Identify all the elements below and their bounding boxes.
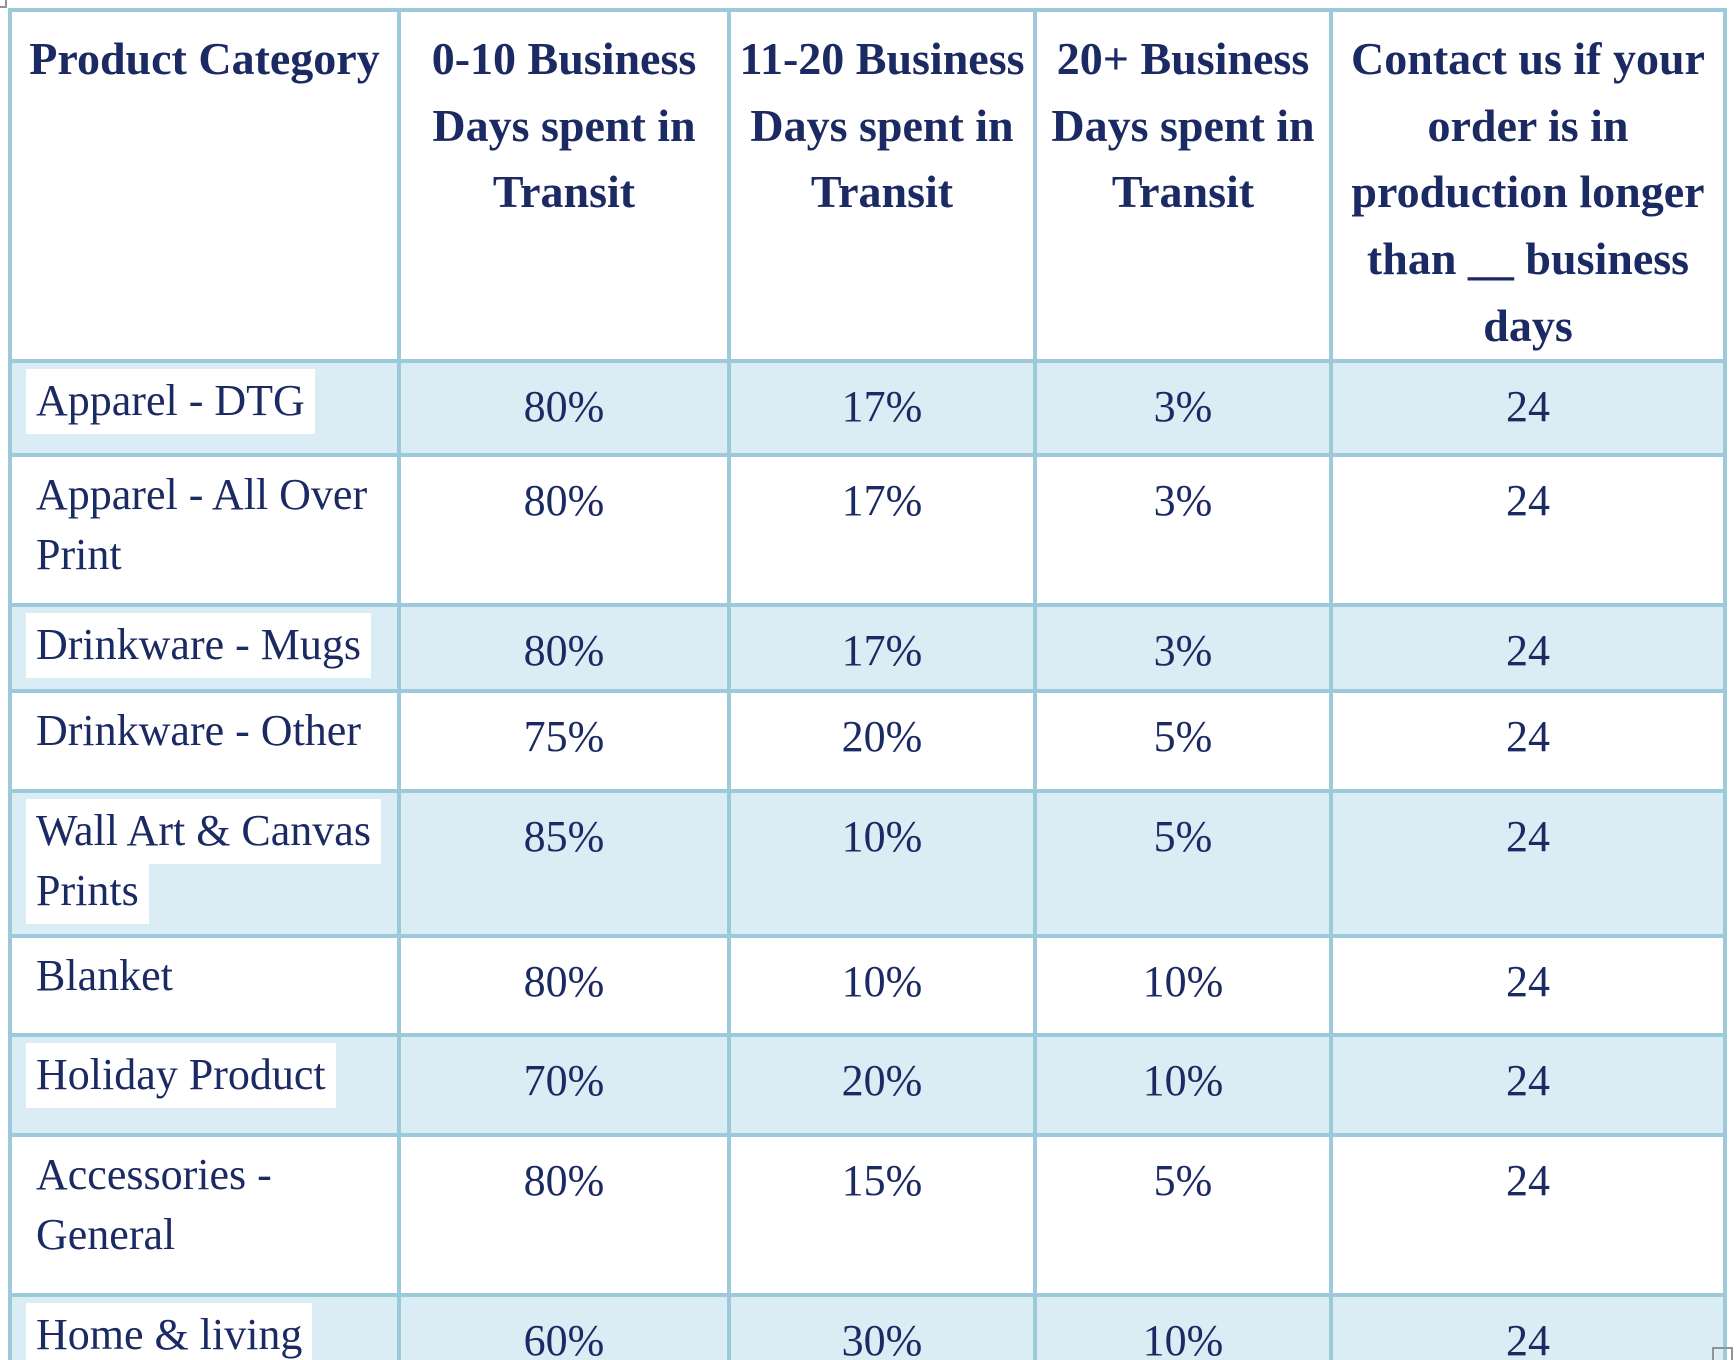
category-cell: Accessories - General [8,1133,401,1298]
table-body: Apparel - DTG 80% 17% 3% 24 Apparel - All Ove… [8,359,1727,1360]
resize-handle-bottom-right[interactable] [1712,1347,1733,1360]
percentage-cell: 80% [397,359,731,458]
percentage-cell: 10% [1033,1033,1333,1138]
table-row: Apparel - DTG 80% 17% 3% 24 [8,359,1727,458]
percentage-cell: 10% [1033,1293,1333,1360]
percentage-cell: 3% [1033,603,1333,694]
header-transit-20-plus: 20+ Business Days spent in Transit [1033,7,1333,364]
percentage-cell: 3% [1033,359,1333,458]
percentage-cell: 17% [727,603,1037,694]
contact-days-cell: 24 [1329,1293,1727,1360]
contact-days-cell: 24 [1329,934,1727,1038]
table-row: Holiday Product 70% 20% 10% 24 [8,1033,1727,1138]
percentage-cell: 80% [397,603,731,694]
contact-days-cell: 24 [1329,453,1727,608]
percentage-cell: 80% [397,934,731,1038]
table-row: Home & living 60% 30% 10% 24 [8,1293,1727,1360]
percentage-cell: 5% [1033,789,1333,939]
table-row: Apparel - All Over Print 80% 17% 3% 24 [8,453,1727,608]
percentage-cell: 80% [397,1133,731,1298]
percentage-cell: 5% [1033,689,1333,794]
contact-days-cell: 24 [1329,603,1727,694]
percentage-cell: 5% [1033,1133,1333,1298]
percentage-cell: 17% [727,453,1037,608]
contact-days-cell: 24 [1329,689,1727,794]
header-product-category: Product Category [8,7,401,364]
percentage-cell: 30% [727,1293,1037,1360]
percentage-cell: 10% [1033,934,1333,1038]
percentage-cell: 3% [1033,453,1333,608]
contact-days-cell: 24 [1329,1133,1727,1298]
table-row: Blanket 80% 10% 10% 24 [8,934,1727,1038]
category-label: Blanket [36,951,173,1001]
category-cell: Wall Art & Canvas Prints [8,789,401,939]
category-cell: Holiday Product [8,1033,401,1138]
category-label: Apparel - All Over Print [36,470,368,579]
category-label: Drinkware - Mugs [26,613,372,679]
percentage-cell: 15% [727,1133,1037,1298]
contact-days-cell: 24 [1329,789,1727,939]
category-cell: Apparel - DTG [8,359,401,458]
category-label: Holiday Product [26,1043,336,1109]
table-row: Wall Art & Canvas Prints 85% 10% 5% 24 [8,789,1727,939]
header-transit-0-10: 0-10 Business Days spent in Transit [397,7,731,364]
category-label: Accessories - General [36,1150,272,1259]
percentage-cell: 10% [727,789,1037,939]
category-label: Wall Art & Canvas Prints [26,799,381,924]
category-cell: Drinkware - Other [8,689,401,794]
table-header-row: Product Category 0-10 Business Days spen… [8,7,1727,364]
header-transit-11-20: 11-20 Business Days spent in Transit [727,7,1037,364]
production-transit-table: Product Category 0-10 Business Days spen… [8,7,1727,1360]
table-row: Drinkware - Mugs 80% 17% 3% 24 [8,603,1727,694]
category-label: Drinkware - Other [36,706,361,756]
percentage-cell: 80% [397,453,731,608]
percentage-cell: 20% [727,689,1037,794]
percentage-cell: 10% [727,934,1037,1038]
percentage-cell: 70% [397,1033,731,1138]
category-cell: Blanket [8,934,401,1038]
category-label: Home & living [26,1303,313,1360]
category-cell: Apparel - All Over Print [8,453,401,608]
percentage-cell: 20% [727,1033,1037,1138]
contact-days-cell: 24 [1329,1033,1727,1138]
header-contact-threshold: Contact us if your order is in productio… [1329,7,1727,364]
percentage-cell: 75% [397,689,731,794]
table-row: Accessories - General 80% 15% 5% 24 [8,1133,1727,1298]
category-cell: Drinkware - Mugs [8,603,401,694]
percentage-cell: 85% [397,789,731,939]
resize-handle-top-left[interactable] [0,0,7,8]
percentage-cell: 60% [397,1293,731,1360]
percentage-cell: 17% [727,359,1037,458]
category-label: Apparel - DTG [26,369,315,435]
category-cell: Home & living [8,1293,401,1360]
contact-days-cell: 24 [1329,359,1727,458]
table-row: Drinkware - Other 75% 20% 5% 24 [8,689,1727,794]
